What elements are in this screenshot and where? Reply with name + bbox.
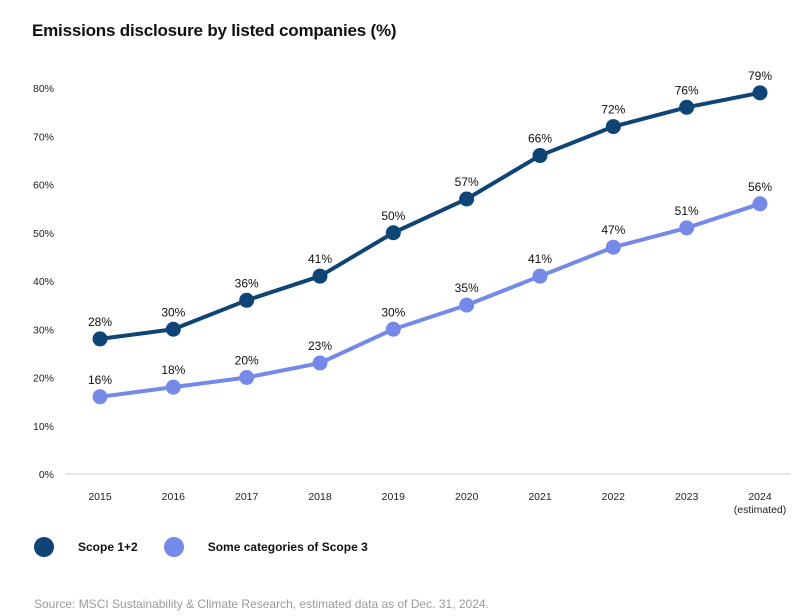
data-point <box>239 292 255 308</box>
data-label: 30% <box>381 305 405 319</box>
y-tick-label: 70% <box>33 131 54 143</box>
x-tick-label: 2015 <box>88 491 112 503</box>
legend-item-scope-1-2[interactable]: Scope 1+2 <box>34 537 138 557</box>
data-label: 20% <box>235 354 259 368</box>
x-tick-label: 2022 <box>602 491 626 503</box>
data-label: 57% <box>455 175 479 189</box>
data-label: 41% <box>528 252 552 266</box>
source-note: Source: MSCI Sustainability & Climate Re… <box>34 597 489 611</box>
data-point <box>532 268 548 284</box>
data-point <box>459 191 475 207</box>
x-tick-label: 2020 <box>455 491 479 503</box>
legend: Scope 1+2 Some categories of Scope 3 <box>34 537 394 557</box>
data-point <box>92 331 108 347</box>
y-tick-label: 20% <box>33 373 54 385</box>
y-tick-label: 40% <box>33 276 54 288</box>
data-label: 76% <box>675 83 699 97</box>
series-scope-1-2: 28% 30% 36% 41% 50% 57% 66% 72% 76% 79% <box>88 69 772 347</box>
legend-marker-scope-1-2 <box>34 537 54 557</box>
series-lines: 28% 30% 36% 41% 50% 57% 66% 72% 76% 79% 16% 18% 20% 2… <box>88 69 772 405</box>
data-label: 72% <box>601 103 625 117</box>
data-label: 50% <box>381 209 405 223</box>
x-tick-label: 2016 <box>162 491 186 503</box>
y-tick-label: 30% <box>33 324 54 336</box>
series-scope-3: 16% 18% 20% 23% 30% 35% 41% 47% 51% 56% <box>88 180 772 405</box>
data-point <box>752 196 768 212</box>
data-label: 35% <box>455 281 479 295</box>
data-point <box>385 321 401 337</box>
data-label: 41% <box>308 252 332 266</box>
data-point <box>459 297 475 313</box>
data-point <box>605 119 621 135</box>
y-axis: 0% 10% 20% 30% 40% 50% 60% 70% 80% <box>33 83 54 481</box>
y-tick-label: 60% <box>33 180 54 192</box>
data-label: 47% <box>601 223 625 237</box>
x-tick-label: 2021 <box>528 491 552 503</box>
y-tick-label: 50% <box>33 228 54 240</box>
data-point <box>312 268 328 284</box>
legend-label: Scope 1+2 <box>78 540 138 554</box>
x-tick-label: 2019 <box>382 491 406 503</box>
legend-label: Some categories of Scope 3 <box>207 540 368 554</box>
x-tick-label: 2018 <box>308 491 332 503</box>
data-point <box>239 370 255 385</box>
data-label: 16% <box>88 373 112 387</box>
x-tick-sublabel: (estimated) <box>734 504 787 516</box>
data-point <box>752 85 768 101</box>
data-label: 56% <box>748 180 772 194</box>
legend-marker-scope-3 <box>163 537 184 557</box>
x-axis: 2015 2016 2017 2018 2019 2020 2021 2022 2023 2024… <box>88 491 786 516</box>
data-point <box>679 99 695 115</box>
data-label: 79% <box>748 69 772 83</box>
data-label: 18% <box>161 363 185 377</box>
data-point <box>312 355 328 371</box>
y-tick-label: 10% <box>33 421 54 433</box>
data-label: 30% <box>161 305 185 319</box>
data-label: 36% <box>235 276 259 290</box>
data-point <box>385 225 401 241</box>
data-label: 23% <box>308 339 332 353</box>
legend-item-scope-3[interactable]: Some categories of Scope 3 <box>163 537 368 557</box>
data-point <box>532 148 548 164</box>
data-label: 28% <box>88 315 112 329</box>
data-label: 51% <box>675 204 699 218</box>
data-point <box>605 239 621 255</box>
x-tick-label: 2017 <box>235 491 259 503</box>
data-point <box>165 321 181 337</box>
data-point <box>92 389 108 405</box>
chart-title: Emissions disclosure by listed companies… <box>32 21 397 40</box>
data-point <box>165 379 181 395</box>
series-line <box>99 90 761 341</box>
x-tick-label: 2024 <box>748 491 772 503</box>
line-chart: 0%10%20%30%40%50%60%70%80% 2015 2016 2017 2… <box>33 69 790 516</box>
series-line <box>99 201 761 399</box>
y-tick-label: 0% <box>39 469 54 481</box>
data-label: 66% <box>528 132 552 146</box>
x-tick-label: 2023 <box>675 491 699 503</box>
y-tick-label: 80% <box>33 83 54 95</box>
data-point <box>679 220 695 236</box>
